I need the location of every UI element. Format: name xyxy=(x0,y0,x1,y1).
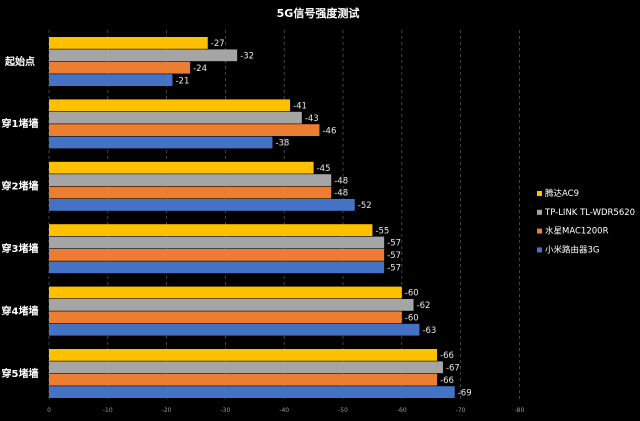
bar xyxy=(49,74,173,86)
x-tick-label: -30 xyxy=(220,407,230,414)
bar xyxy=(49,236,385,249)
category-label: 穿4堵墙 xyxy=(2,304,39,317)
x-tick-label: -80 xyxy=(514,407,524,414)
x-tick-label: -50 xyxy=(338,407,348,414)
legend-label: 腾达AC9 xyxy=(545,188,579,199)
data-label: -48 xyxy=(334,176,348,186)
data-label: -66 xyxy=(440,351,454,361)
bar xyxy=(49,386,455,398)
data-label: -41 xyxy=(293,102,307,112)
category-label: 起始点 xyxy=(4,55,35,68)
data-label: -38 xyxy=(275,139,289,149)
data-label: -55 xyxy=(375,226,389,236)
bar xyxy=(49,299,414,311)
legend-swatch xyxy=(537,209,542,215)
x-tick-label: -70 xyxy=(456,407,466,414)
data-label: -32 xyxy=(240,52,254,62)
bar xyxy=(49,37,208,49)
bar xyxy=(49,61,191,74)
data-label: -57 xyxy=(387,264,401,274)
category-label: 穿3堵墙 xyxy=(2,242,39,255)
legend-swatch xyxy=(537,228,542,234)
bar xyxy=(49,161,314,174)
data-label: -57 xyxy=(387,239,401,249)
grid-lines xyxy=(48,30,520,400)
data-labels: -27-32-24-21-41-43-46-38-45-48-48-52-55-… xyxy=(175,39,471,398)
data-label: -63 xyxy=(422,326,436,336)
data-label: -57 xyxy=(387,251,401,261)
data-label: -67 xyxy=(446,364,460,374)
data-label: -46 xyxy=(322,126,336,136)
bar xyxy=(49,49,238,62)
data-label: -27 xyxy=(211,39,225,49)
category-label: 穿5堵墙 xyxy=(2,367,39,380)
legend-swatch xyxy=(537,247,542,253)
legend-label: TP-LINK TL-WDR5620 xyxy=(544,208,635,218)
data-label: -60 xyxy=(405,314,419,324)
legend: 腾达AC9 TP-LINK TL-WDR5620 水星MAC1200R 小米路由器3G xyxy=(537,188,635,255)
legend-label: 小米路由器3G xyxy=(545,244,600,255)
bar xyxy=(49,186,332,199)
category-label: 穿2堵墙 xyxy=(2,180,39,193)
data-label: -45 xyxy=(317,164,331,174)
bar xyxy=(49,261,385,274)
bar xyxy=(49,174,332,186)
x-axis-ticks: 0 -10 -20 -30 -40 -50 -60 -70 -80 xyxy=(47,407,524,414)
x-tick-label: -60 xyxy=(397,407,407,414)
data-label: -24 xyxy=(193,64,207,74)
data-label: -62 xyxy=(417,301,431,311)
bar xyxy=(49,111,302,124)
bar xyxy=(49,286,402,299)
bar xyxy=(49,136,273,149)
bar xyxy=(49,124,320,136)
bar xyxy=(49,323,420,336)
data-label: -69 xyxy=(458,388,472,398)
x-tick-label: 0 xyxy=(47,407,51,414)
bar-series xyxy=(49,37,455,398)
bar xyxy=(49,361,443,374)
bar xyxy=(49,199,355,211)
bar xyxy=(49,249,385,261)
bar xyxy=(49,349,438,361)
data-label: -52 xyxy=(358,201,372,211)
data-label: -43 xyxy=(305,114,319,124)
chart-title: 5G信号强度测试 xyxy=(277,6,360,20)
x-tick-label: -40 xyxy=(279,407,289,414)
category-label: 穿1堵墙 xyxy=(2,117,39,130)
bar xyxy=(49,224,373,236)
data-label: -48 xyxy=(334,189,348,199)
legend-label: 水星MAC1200R xyxy=(545,226,609,237)
x-tick-label: -20 xyxy=(162,407,172,414)
bar xyxy=(49,99,291,112)
legend-swatch xyxy=(537,191,542,196)
data-label: -66 xyxy=(440,376,454,386)
data-label: -60 xyxy=(405,289,419,299)
x-tick-label: -10 xyxy=(103,407,113,414)
bar xyxy=(49,373,438,386)
bar xyxy=(49,311,402,324)
data-label: -21 xyxy=(175,76,189,86)
